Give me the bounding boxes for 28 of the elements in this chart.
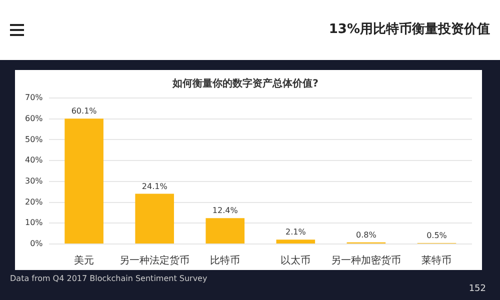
bar [64,118,104,244]
bar [276,240,316,244]
data-label: 12.4% [212,206,238,216]
bar [206,218,245,244]
text: Data from Q4 2017 Blockchain Sentiment Survey [10,274,208,283]
data-label: 0.8% [356,230,377,240]
x-tick-label: 另一种加密货币 [331,254,402,267]
y-tick-label: 30% [25,176,44,186]
y-tick-label: 50% [25,134,44,144]
data-label: 2.1% [285,228,306,237]
x-tick-label: 以太币 [280,254,311,267]
bar [135,194,174,244]
data-label: 60.1% [71,106,98,116]
y-tick-label: 60% [25,114,44,123]
y-tick-label: 40% [25,156,44,165]
y-tick-label: 10% [25,218,44,228]
x-tick-label: 比特币 [210,254,240,267]
data-label: 24.1% [142,182,168,191]
y-tick-label: 20% [25,197,44,206]
x-tick-label: 莱特币 [422,254,452,267]
data-label: 0.5% [426,231,448,240]
x-tick-label: 美元 [74,254,94,267]
y-tick-label: 70% [25,93,44,102]
y-tick-label: 0% [30,239,44,248]
x-tick-label: 另一种法定货币 [120,254,190,267]
text: 152 [468,284,486,294]
text: 13%用比特币衡量投资价值 [328,20,490,38]
chart-title: 如何衡量你的数字资产总体价值? [172,78,319,90]
